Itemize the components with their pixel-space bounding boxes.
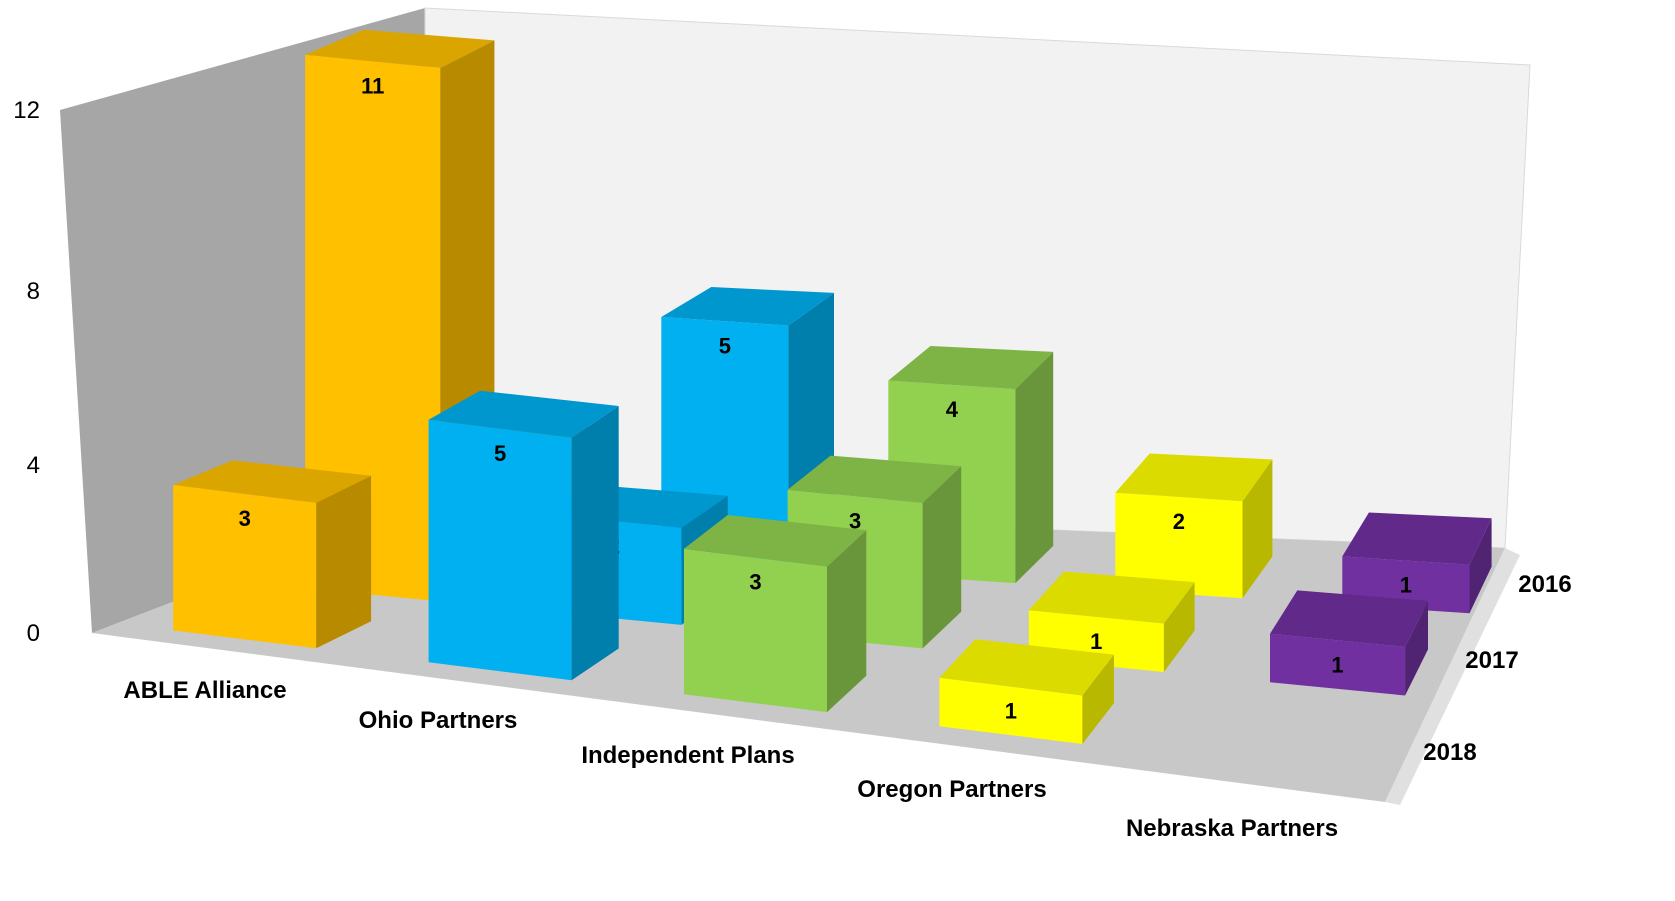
- bar-top-face: [684, 515, 867, 567]
- bar-front-face: [428, 419, 572, 681]
- bar-top-face: [428, 390, 619, 438]
- data-label: 1: [1090, 629, 1102, 654]
- bar-top-face: [173, 460, 372, 503]
- category-label: Independent Plans: [581, 742, 794, 769]
- data-label: 3: [239, 506, 251, 531]
- bar-able-alliance-2018: 3: [173, 460, 372, 649]
- bar-top-face: [1270, 590, 1428, 647]
- data-label: 1: [1005, 699, 1017, 724]
- category-label: Nebraska Partners: [1126, 815, 1338, 842]
- bars-group: 254211123113531: [173, 29, 1492, 744]
- bar-top-face: [305, 29, 495, 68]
- bar-side-face: [1405, 600, 1428, 696]
- bar-nebraska-partners-2017: 1: [1270, 590, 1428, 696]
- data-label: 4: [946, 397, 959, 422]
- y-tick-label: 4: [27, 452, 40, 479]
- series-depth-label: 2017: [1465, 647, 1518, 674]
- bar-side-face: [571, 406, 619, 681]
- bar-top-face: [1115, 453, 1273, 502]
- category-label: Oregon Partners: [857, 776, 1046, 803]
- category-label: Ohio Partners: [359, 707, 518, 734]
- bar-front-face: [305, 54, 441, 602]
- bar-front-face: [173, 484, 317, 649]
- bar-side-face: [827, 530, 867, 713]
- data-label: 2: [1173, 509, 1185, 534]
- bar-front-face: [939, 677, 1083, 744]
- bar-front-face: [1270, 633, 1406, 696]
- bar-independent-plans-2018: 3: [684, 515, 867, 713]
- bar-top-face: [939, 639, 1114, 696]
- bar-front-face: [1115, 492, 1243, 599]
- y-tick-label: 0: [27, 620, 40, 647]
- data-label: 11: [361, 73, 384, 98]
- y-axis-ticks: 0 4 8 12: [13, 97, 40, 647]
- y-tick-label: 12: [13, 97, 40, 124]
- data-label: 3: [849, 508, 861, 533]
- bar-top-face: [1028, 571, 1195, 624]
- bar-oregon-partners-2018: 1: [939, 639, 1114, 744]
- data-label: 5: [494, 441, 506, 466]
- bar-oregon-partners-2016: 2: [1115, 453, 1273, 599]
- bar-top-face: [787, 455, 962, 503]
- bar-side-face: [922, 466, 962, 649]
- bar-side-face: [1015, 351, 1054, 584]
- bar-side-face: [316, 475, 372, 649]
- bar-side-face: [1163, 582, 1195, 672]
- bar-top-face: [1342, 512, 1492, 565]
- bar-top-face: [888, 346, 1054, 390]
- bar-top-face: [661, 287, 834, 326]
- depth-labels: 2016 2017 2018: [1423, 571, 1571, 766]
- bar-ohio-partners-2018: 5: [428, 390, 619, 681]
- series-depth-label: 2016: [1518, 571, 1571, 598]
- bar-front-face: [684, 548, 827, 713]
- floor-edge: [1385, 548, 1520, 805]
- series-depth-label: 2018: [1423, 739, 1476, 766]
- data-label: 3: [749, 570, 761, 595]
- bar-side-face: [1469, 518, 1492, 614]
- data-label: 5: [719, 333, 731, 358]
- bar-side-face: [1082, 654, 1114, 744]
- bar-side-face: [1242, 459, 1273, 599]
- data-label: 1: [1331, 652, 1343, 677]
- category-labels: ABLE Alliance Ohio Partners Independent Pl…: [123, 677, 1338, 842]
- data-label: 1: [1400, 573, 1412, 598]
- category-label: ABLE Alliance: [123, 677, 286, 704]
- y-tick-label: 8: [27, 278, 40, 305]
